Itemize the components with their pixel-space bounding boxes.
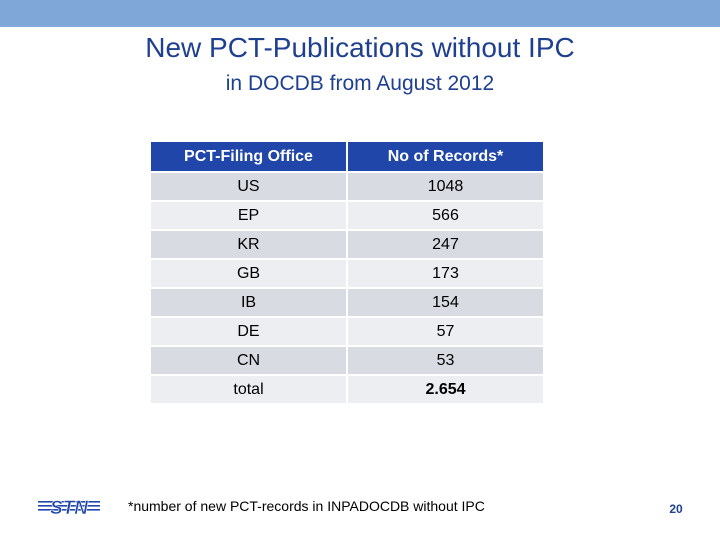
office-cell: EP [151, 201, 348, 231]
total-count-cell: 2.654 [347, 375, 543, 405]
table-row: DE 57 [151, 317, 543, 347]
table-row: GB 173 [151, 259, 543, 289]
table-row: KR 247 [151, 230, 543, 260]
office-cell: GB [151, 259, 348, 289]
svg-text:STN: STN [50, 498, 89, 518]
table-row: US 1048 [151, 172, 543, 202]
stn-logo-icon: STN [38, 498, 100, 518]
top-accent-bar [0, 0, 720, 27]
office-cell: US [151, 172, 348, 202]
count-cell: 1048 [347, 172, 543, 202]
page-number: 20 [669, 502, 683, 516]
count-cell: 247 [347, 230, 543, 260]
records-table: PCT-Filing Office No of Records* US 1048… [151, 142, 543, 405]
header-record-count: No of Records* [347, 142, 543, 173]
office-cell: DE [151, 317, 348, 347]
table-header-row: PCT-Filing Office No of Records* [151, 142, 543, 173]
office-cell: KR [151, 230, 348, 260]
table-total-row: total 2.654 [151, 375, 543, 405]
total-label-cell: total [151, 375, 348, 405]
count-cell: 154 [347, 288, 543, 318]
table-row: IB 154 [151, 288, 543, 318]
count-cell: 566 [347, 201, 543, 231]
header-filing-office: PCT-Filing Office [151, 142, 348, 173]
office-cell: IB [151, 288, 348, 318]
footnote: *number of new PCT-records in INPADOCDB … [128, 498, 485, 514]
count-cell: 173 [347, 259, 543, 289]
slide-subtitle: in DOCDB from August 2012 [225, 72, 495, 95]
table-row: EP 566 [151, 201, 543, 231]
slide-title: New PCT-Publications without IPC [145, 32, 575, 63]
office-cell: CN [151, 346, 348, 376]
table-row: CN 53 [151, 346, 543, 376]
count-cell: 53 [347, 346, 543, 376]
count-cell: 57 [347, 317, 543, 347]
